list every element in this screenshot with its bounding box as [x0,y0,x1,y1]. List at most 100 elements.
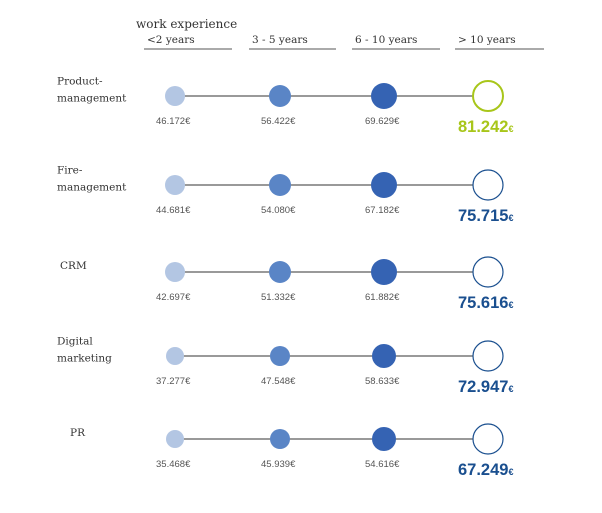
experience-header: <2 years 3 - 5 years 6 - 10 years > 10 year… [144,34,544,50]
salary-dot-top [472,423,504,455]
currency-symbol: € [185,459,191,470]
salary-number: 51.332 [261,292,290,303]
currency-symbol: € [394,376,400,387]
role-label: management [57,93,127,105]
salary-number: 67.182 [365,205,394,216]
salary-number: 37.277 [156,376,185,387]
salary-value: 69.629€ [365,116,400,127]
salary-value: 58.633€ [365,376,400,387]
salary-number: 45.939 [261,459,290,470]
salary-dot [372,344,396,368]
salary-value: 51.332€ [261,292,296,303]
salary-number: 47.548 [261,376,290,387]
role-label: Digital [57,336,93,348]
currency-symbol: € [508,213,513,223]
salary-dot [165,86,185,106]
role-label: Product- [57,76,103,88]
salary-value: 54.080€ [261,205,296,216]
salary-dot [269,261,291,283]
salary-value: 42.697€ [156,292,191,303]
salary-value: 61.882€ [365,292,400,303]
salary-dot [269,174,291,196]
salary-dot-top [472,340,504,372]
salary-number: 58.633 [365,376,394,387]
currency-symbol: € [508,124,513,134]
salary-value: 54.616€ [365,459,400,470]
currency-symbol: € [290,205,296,216]
chart-title: work experience [136,17,237,31]
salary-value: 44.681€ [156,205,191,216]
salary-number: 56.422 [261,116,290,127]
salary-dot [270,429,290,449]
column-label-1: 3 - 5 years [252,34,308,46]
salary-number: 54.080 [261,205,290,216]
currency-symbol: € [185,292,191,303]
salary-number: 75.715 [458,207,508,225]
role-label: management [57,182,127,194]
salary-dot [371,259,397,285]
salary-number: 35.468 [156,459,185,470]
currency-symbol: € [394,292,400,303]
currency-symbol: € [290,116,296,127]
salary-value: 67.182€ [365,205,400,216]
currency-symbol: € [394,116,400,127]
salary-dot-top [472,80,504,112]
role-label: CRM [60,260,87,272]
salary-number: 75.616 [458,294,508,312]
currency-symbol: € [290,376,296,387]
salary-value-top: 75.616€ [458,294,513,312]
salary-value: 37.277€ [156,376,191,387]
salary-number: 72.947 [458,378,508,396]
salary-dot [269,85,291,107]
salary-dot [165,175,185,195]
salary-value-top: 72.947€ [458,378,513,396]
salary-dot-top [472,169,504,201]
salary-dot [371,83,397,109]
role-label: PR [70,427,86,439]
salary-value: 56.422€ [261,116,296,127]
currency-symbol: € [290,292,296,303]
salary-number: 69.629 [365,116,394,127]
salary-dot [372,427,396,451]
salary-number: 44.681 [156,205,185,216]
salary-number: 46.172 [156,116,185,127]
currency-symbol: € [185,376,191,387]
salary-number: 54.616 [365,459,394,470]
currency-symbol: € [185,205,191,216]
salary-number: 67.249 [458,461,508,479]
salary-number: 61.882 [365,292,394,303]
column-label-2: 6 - 10 years [355,34,417,46]
currency-symbol: € [508,300,513,310]
salary-value: 45.939€ [261,459,296,470]
salary-value: 47.548€ [261,376,296,387]
salary-value-top: 75.715€ [458,207,513,225]
salary-dot [371,172,397,198]
salary-dot [166,347,184,365]
column-label-3: > 10 years [458,34,516,46]
salary-dot-top [472,256,504,288]
salary-value-top: 67.249€ [458,461,513,479]
salary-dot [165,262,185,282]
salary-dot [270,346,290,366]
salary-value: 46.172€ [156,116,191,127]
role-label: marketing [57,353,112,365]
currency-symbol: € [185,116,191,127]
currency-symbol: € [394,205,400,216]
salary-number: 81.242 [458,118,508,136]
currency-symbol: € [394,459,400,470]
role-label: Fire- [57,165,83,177]
column-label-0: <2 years [147,34,195,46]
salary-dot [166,430,184,448]
currency-symbol: € [290,459,296,470]
salary-number: 42.697 [156,292,185,303]
currency-symbol: € [508,467,513,477]
salary-value: 35.468€ [156,459,191,470]
currency-symbol: € [508,384,513,394]
